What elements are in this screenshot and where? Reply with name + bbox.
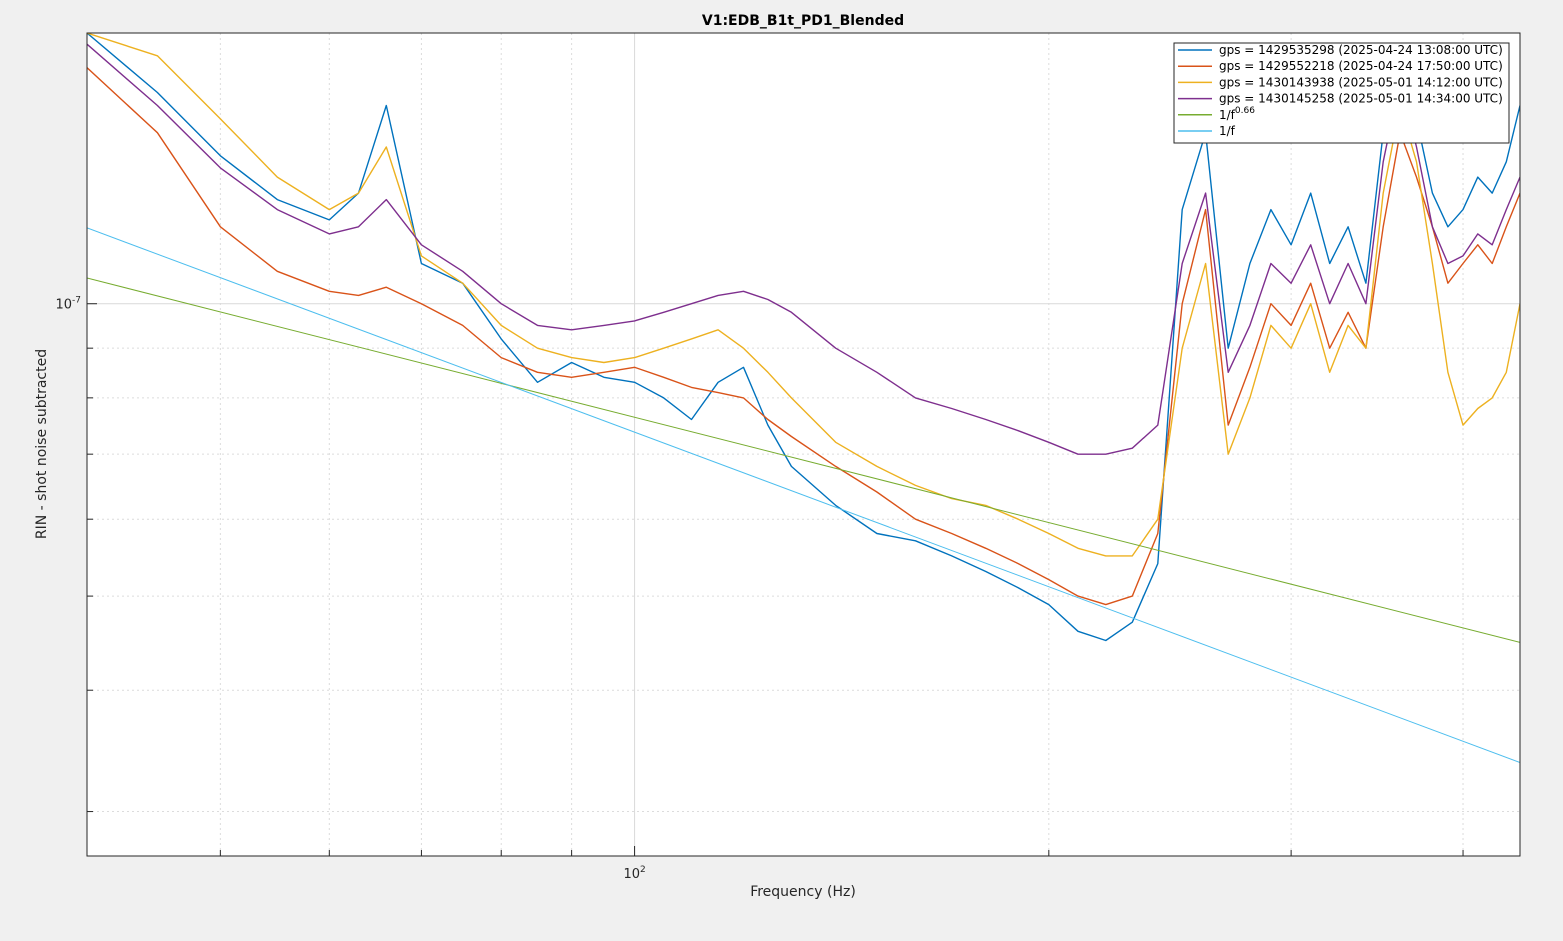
series-line-6 — [87, 227, 1520, 763]
axis-ticks — [87, 303, 1464, 856]
chart-title: V1:EDB_B1t_PD1_Blended — [702, 13, 904, 29]
legend-entry-4: gps = 1430145258 (2025-05-01 14:34:00 UT… — [1219, 92, 1503, 106]
legend: gps = 1429535298 (2025-04-24 13:08:00 UT… — [1173, 42, 1510, 144]
plot-frame — [86, 32, 1521, 857]
legend-box — [1173, 42, 1510, 144]
x-tick-label: 102 — [623, 865, 645, 882]
legend-entry-6: 1/f — [1219, 124, 1236, 138]
legend-entry-2: gps = 1429552218 (2025-04-24 17:50:00 UT… — [1219, 59, 1503, 73]
legend-entry-3: gps = 1430143938 (2025-05-01 14:12:00 UT… — [1219, 75, 1503, 89]
series-line-2 — [87, 67, 1520, 606]
tick-labels: 102 10-7 — [55, 296, 645, 882]
minor-grid — [87, 33, 1520, 856]
y-axis-label: RIN - shot noise subtracted — [34, 349, 50, 539]
major-grid — [87, 33, 1520, 856]
legend-entry-1: gps = 1429535298 (2025-04-24 13:08:00 UT… — [1219, 43, 1503, 57]
y-tick-label: 10-7 — [55, 296, 81, 313]
series-line-5 — [87, 277, 1520, 643]
legend-entry-5: 1/f0.66 — [1219, 106, 1255, 122]
x-axis-label: Frequency (Hz) — [750, 884, 856, 900]
